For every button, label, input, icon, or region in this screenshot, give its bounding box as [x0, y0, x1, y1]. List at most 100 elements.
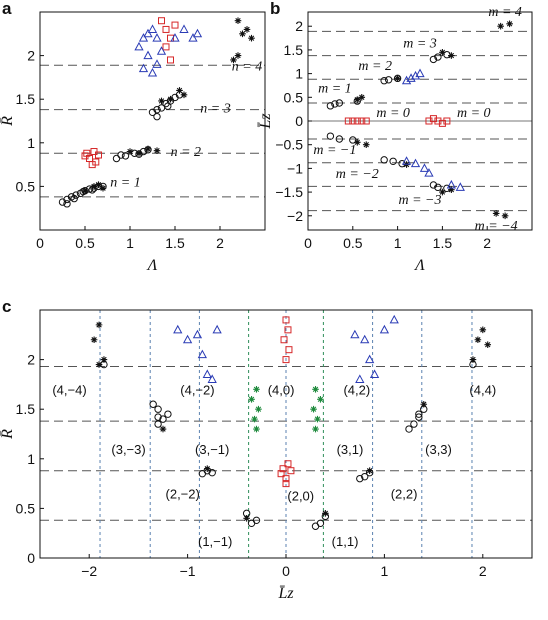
data-point — [380, 156, 388, 164]
data-point — [153, 147, 161, 154]
data-point — [253, 425, 260, 433]
data-point — [99, 184, 107, 192]
data-point — [158, 97, 165, 105]
x-axis-label: L̄z — [277, 585, 294, 602]
annotation: n = 3 — [200, 101, 230, 116]
data-point — [154, 413, 162, 421]
data-point — [362, 141, 370, 148]
data-point — [420, 400, 428, 408]
data-point — [112, 154, 121, 163]
data-point — [344, 117, 352, 125]
data-point — [474, 336, 482, 344]
data-point — [90, 336, 98, 344]
data-point — [88, 161, 96, 169]
data-point — [506, 20, 513, 28]
annotation: m = −4 — [475, 219, 518, 234]
data-point — [143, 28, 153, 38]
x-tick-label: 0.5 — [75, 235, 95, 251]
data-point — [171, 21, 179, 29]
y-tick-label: 0 — [27, 550, 35, 566]
data-point — [162, 43, 170, 51]
data-point — [173, 324, 183, 334]
data-point — [326, 132, 335, 140]
data-point — [239, 30, 246, 38]
data-point — [170, 33, 180, 42]
x-tick-label: 1 — [394, 235, 402, 251]
data-point — [83, 149, 91, 157]
y-tick-label: 1 — [295, 66, 303, 82]
annotation: m = 3 — [403, 37, 437, 52]
data-point — [405, 425, 413, 433]
x-tick-label: 1 — [126, 235, 134, 251]
data-point — [63, 200, 71, 208]
data-point — [366, 467, 373, 475]
data-point — [282, 480, 290, 488]
data-point — [95, 181, 102, 188]
data-point — [253, 386, 260, 393]
series-0 — [326, 50, 451, 192]
data-point — [350, 329, 360, 339]
data-point — [153, 112, 161, 121]
y-axis-label: R̄ — [0, 429, 16, 440]
series-2 — [344, 115, 451, 127]
data-point — [358, 94, 366, 101]
data-point — [434, 53, 442, 61]
data-point — [243, 515, 250, 522]
data-point — [138, 63, 149, 73]
y-tick-label: 1.5 — [16, 401, 36, 417]
y-tick-label: 1.5 — [284, 42, 304, 58]
data-point — [282, 475, 290, 483]
data-point — [429, 181, 438, 189]
data-point — [360, 334, 370, 344]
data-point — [234, 17, 242, 25]
data-point — [331, 100, 339, 108]
data-point — [147, 67, 158, 77]
x-tick-label: 0 — [36, 235, 44, 251]
data-point — [167, 34, 174, 42]
y-tick-label: 2 — [27, 48, 35, 64]
data-point — [439, 188, 446, 196]
data-point — [364, 354, 375, 364]
annotation: (4,−2) — [180, 382, 214, 397]
data-point — [282, 316, 290, 324]
data-point — [282, 356, 290, 364]
annotation: (4,−4) — [52, 382, 86, 397]
x-axis-label: Λ — [146, 257, 158, 274]
annotation: n = 2 — [171, 145, 201, 160]
data-point — [138, 33, 149, 42]
data-point — [255, 405, 262, 413]
data-point — [252, 516, 261, 525]
data-point — [425, 117, 433, 125]
data-point — [492, 210, 500, 217]
data-point — [484, 341, 492, 349]
y-tick-label: 2 — [27, 352, 35, 368]
annotation: m = 0 — [457, 106, 491, 121]
series-4 — [248, 386, 324, 433]
data-point — [415, 410, 423, 418]
data-point — [197, 349, 208, 359]
data-point — [188, 33, 198, 42]
annotation: m = 1 — [318, 82, 352, 97]
y-tick-label: −1 — [287, 160, 303, 176]
annotation: (2,0) — [287, 488, 314, 503]
data-point — [434, 117, 442, 125]
data-point — [455, 182, 465, 191]
data-point — [448, 186, 455, 194]
data-point — [176, 87, 183, 94]
data-point — [415, 68, 425, 78]
annotation: (4,4) — [469, 382, 496, 397]
data-point — [100, 356, 108, 363]
data-point — [394, 75, 401, 82]
data-point — [501, 212, 509, 220]
data-point — [479, 326, 487, 334]
data-point — [81, 187, 89, 195]
data-point — [419, 163, 430, 172]
data-point — [70, 194, 78, 203]
data-point — [310, 405, 317, 413]
x-axis-label: Λ — [413, 257, 425, 274]
data-point — [117, 151, 125, 159]
data-point — [443, 117, 451, 125]
plot-frame — [39, 11, 266, 231]
data-point — [312, 425, 319, 433]
y-axis-label: R̄ — [0, 116, 16, 127]
